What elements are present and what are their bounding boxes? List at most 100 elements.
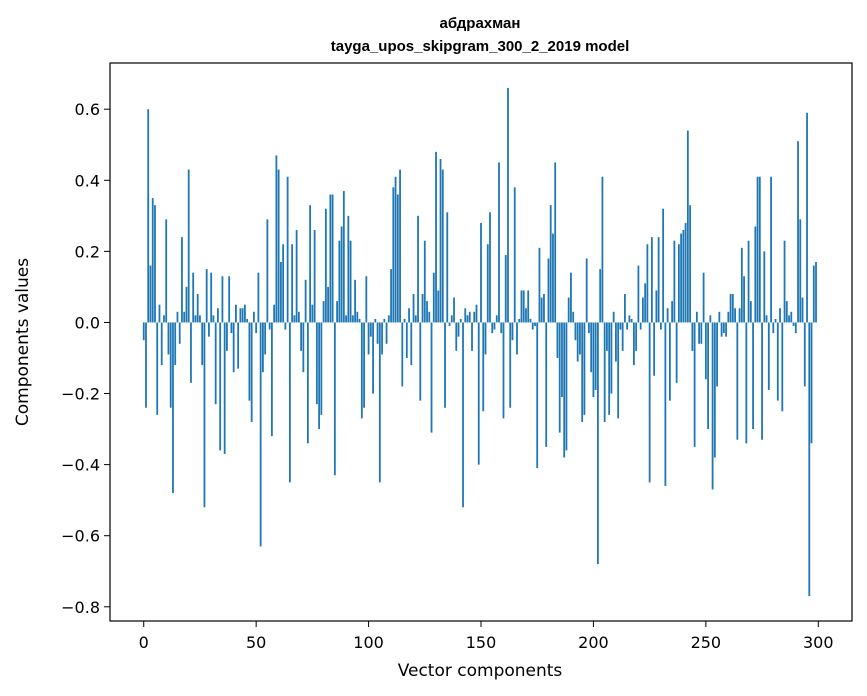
- x-axis-ticks: 0 50 100 150 200 250 300: [139, 621, 834, 652]
- bar: [792, 322, 795, 326]
- bar: [221, 276, 224, 323]
- bar: [342, 190, 345, 323]
- bar: [453, 297, 455, 323]
- bar: [500, 322, 503, 334]
- bar: [277, 169, 280, 323]
- bar: [729, 294, 732, 323]
- bar: [722, 322, 725, 334]
- bar: [288, 322, 291, 483]
- bar: [790, 311, 793, 323]
- bar: [756, 176, 759, 323]
- bar: [147, 109, 150, 323]
- bar: [619, 322, 622, 330]
- bar: [349, 240, 352, 323]
- bar: [304, 279, 307, 323]
- y-tick-label: 0.6: [75, 100, 100, 119]
- bar: [743, 276, 745, 323]
- bar: [504, 254, 507, 323]
- bar: [165, 219, 168, 323]
- bar: [783, 240, 786, 323]
- bar: [356, 311, 359, 323]
- bar: [405, 322, 408, 358]
- x-tick-label: 100: [353, 633, 384, 652]
- bar: [794, 322, 797, 334]
- bar: [628, 315, 631, 323]
- bar: [540, 297, 543, 323]
- bar: [217, 308, 219, 323]
- bar: [806, 112, 808, 323]
- bar: [601, 176, 604, 323]
- bar: [491, 322, 494, 334]
- bar: [736, 322, 739, 440]
- bar: [210, 272, 213, 323]
- bar: [336, 301, 338, 323]
- bar: [232, 322, 235, 373]
- bar: [493, 322, 496, 330]
- bar: [531, 322, 534, 330]
- y-tick-label: −0.8: [61, 598, 100, 617]
- bar: [142, 322, 145, 341]
- bar: [718, 311, 721, 323]
- bar: [749, 301, 752, 323]
- chart-title: абдрахман: [440, 15, 521, 32]
- bar: [351, 315, 354, 323]
- bar: [776, 322, 779, 401]
- bar: [745, 322, 748, 444]
- y-tick-label: 0.4: [75, 171, 100, 190]
- bar: [268, 322, 271, 330]
- bars-group: [142, 87, 817, 597]
- bar: [275, 155, 278, 323]
- bar: [401, 322, 404, 387]
- bar: [644, 283, 647, 323]
- bar: [329, 194, 332, 323]
- bar: [450, 315, 453, 323]
- bar: [176, 311, 179, 323]
- bar: [637, 265, 640, 323]
- bar: [230, 322, 233, 334]
- bar: [579, 322, 581, 355]
- bar: [509, 322, 512, 408]
- bar: [763, 251, 766, 323]
- bar: [259, 322, 262, 547]
- bar: [650, 237, 653, 323]
- bar: [426, 301, 428, 323]
- bar: [556, 322, 559, 358]
- x-tick-label: 150: [466, 633, 497, 652]
- bar: [437, 290, 440, 323]
- x-tick-label: 200: [578, 633, 609, 652]
- bar: [558, 322, 561, 433]
- bar: [174, 322, 177, 366]
- plot-frame: [109, 62, 853, 622]
- bar: [502, 322, 505, 419]
- bar: [430, 322, 433, 433]
- bar: [262, 322, 264, 373]
- bar: [727, 311, 730, 323]
- bar: [507, 87, 509, 323]
- bar: [354, 279, 356, 323]
- bar: [181, 237, 183, 323]
- bar: [585, 258, 588, 323]
- bar: [390, 269, 392, 323]
- bar: [219, 322, 222, 451]
- bar: [378, 322, 381, 483]
- x-tick-label: 250: [691, 633, 722, 652]
- bar: [365, 276, 368, 323]
- bar: [448, 322, 451, 326]
- bar: [473, 311, 476, 323]
- bar: [576, 322, 579, 362]
- bar: [767, 322, 770, 390]
- bar: [700, 322, 703, 344]
- bar: [190, 322, 192, 383]
- bar: [588, 322, 590, 334]
- bar: [295, 230, 298, 323]
- bar: [167, 322, 170, 355]
- bar: [423, 240, 426, 323]
- bar: [561, 322, 563, 398]
- bar: [169, 322, 172, 408]
- bar: [302, 322, 305, 373]
- bar: [475, 304, 478, 323]
- bar: [511, 322, 514, 341]
- bar: [486, 244, 489, 323]
- bar: [205, 269, 208, 323]
- bar: [704, 322, 707, 380]
